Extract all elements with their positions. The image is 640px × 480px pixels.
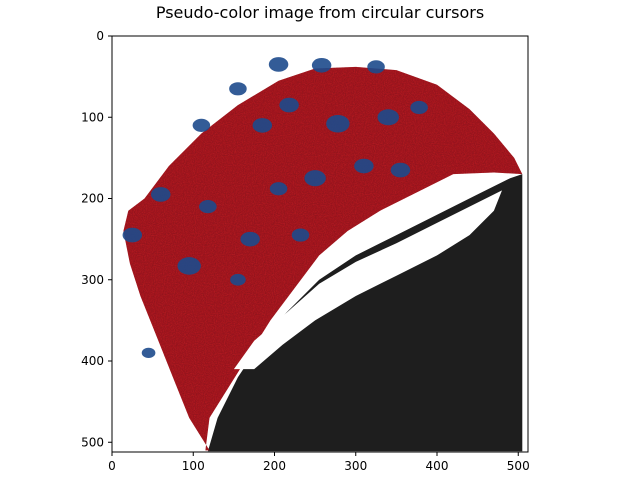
y-tick-label: 200 — [81, 192, 104, 206]
y-axis: 0 100 200 300 400 500 — [81, 29, 112, 449]
nucleus-spot — [253, 118, 273, 133]
nucleus-spot — [193, 119, 211, 132]
nucleus-spot — [151, 187, 171, 202]
x-tick-label: 200 — [263, 459, 286, 473]
nucleus-spot — [199, 200, 217, 213]
x-tick-label: 100 — [182, 459, 205, 473]
nucleus-spot — [142, 348, 156, 358]
x-tick-label: 400 — [426, 459, 449, 473]
x-axis: 0 100 200 300 400 500 — [108, 452, 530, 473]
nucleus-spot — [312, 58, 332, 73]
nucleus-spot — [354, 159, 374, 174]
pseudo-color-image — [112, 36, 528, 452]
y-tick-label: 300 — [81, 273, 104, 287]
x-tick-label: 300 — [344, 459, 367, 473]
nucleus-spot — [269, 57, 289, 72]
y-tick-label: 500 — [81, 435, 104, 449]
y-tick-label: 400 — [81, 354, 104, 368]
chart-title: Pseudo-color image from circular cursors — [156, 3, 484, 22]
nucleus-spot — [378, 109, 399, 125]
x-tick-label: 0 — [108, 459, 116, 473]
nucleus-spot — [367, 60, 385, 73]
nucleus-spot — [240, 232, 260, 247]
nucleus-spot — [270, 182, 288, 195]
nucleus-spot — [229, 82, 247, 95]
nucleus-spot — [410, 101, 428, 114]
nucleus-spot — [292, 228, 310, 241]
y-tick-label: 100 — [81, 110, 104, 124]
nucleus-spot — [279, 98, 299, 113]
nucleus-spot — [391, 163, 411, 178]
y-tick-label: 0 — [96, 29, 104, 43]
nucleus-spot — [230, 274, 246, 286]
nucleus-spot — [304, 170, 325, 186]
x-tick-label: 500 — [507, 459, 530, 473]
nucleus-spot — [326, 115, 349, 133]
nucleus-spot — [177, 257, 200, 275]
nucleus-spot — [123, 228, 143, 243]
